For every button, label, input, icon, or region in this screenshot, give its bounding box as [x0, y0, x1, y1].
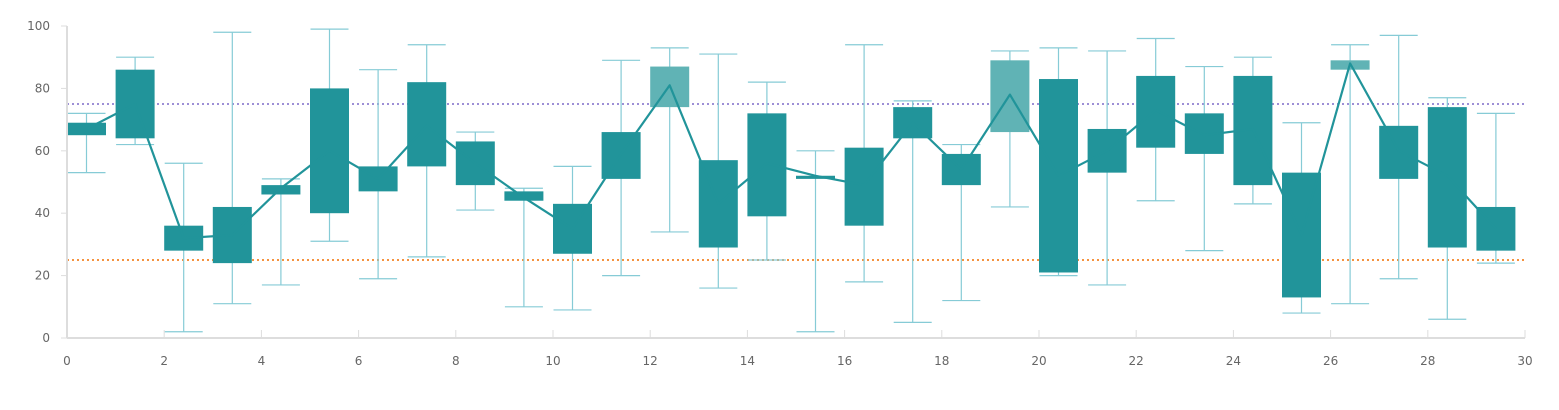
x-tick-label: 8: [452, 354, 460, 368]
x-tick-label: 30: [1517, 354, 1532, 368]
y-tick-label: 80: [35, 81, 50, 95]
candle-body: [1136, 75, 1176, 148]
candle-body: [504, 191, 544, 201]
candle-body: [844, 147, 884, 226]
candle-body: [747, 113, 787, 217]
x-tick-label: 0: [63, 354, 71, 368]
x-tick-label: 22: [1129, 354, 1144, 368]
x-tick-label: 4: [258, 354, 266, 368]
candle-body: [796, 175, 835, 179]
y-tick-label: 0: [42, 331, 50, 345]
x-axis-ticks: 0 2 4 6 8 10 12 14 16 18 20 22 24 26 28 30: [63, 330, 1533, 368]
y-axis-ticks: 0 20 40 60 80 100: [27, 19, 67, 345]
x-tick-label: 16: [837, 354, 852, 368]
y-tick-label: 40: [35, 206, 50, 220]
candle-body: [1379, 125, 1419, 179]
x-tick-label: 20: [1031, 354, 1046, 368]
x-tick-label: 26: [1323, 354, 1338, 368]
x-tick-label: 10: [545, 354, 560, 368]
x-tick-label: 2: [160, 354, 168, 368]
axes: [66, 26, 1525, 339]
x-tick-label: 14: [740, 354, 755, 368]
y-tick-label: 60: [35, 144, 50, 158]
y-tick-label: 100: [27, 19, 50, 33]
candle-body: [261, 185, 301, 195]
x-tick-label: 12: [643, 354, 658, 368]
y-tick-label: 20: [35, 269, 50, 283]
x-tick-label: 6: [355, 354, 363, 368]
trend-line: [85, 62, 1497, 240]
whiskers: [67, 28, 1515, 333]
x-tick-label: 28: [1420, 354, 1435, 368]
candle-body: [407, 82, 447, 167]
x-tick-label: 24: [1226, 354, 1241, 368]
x-tick-label: 18: [934, 354, 949, 368]
